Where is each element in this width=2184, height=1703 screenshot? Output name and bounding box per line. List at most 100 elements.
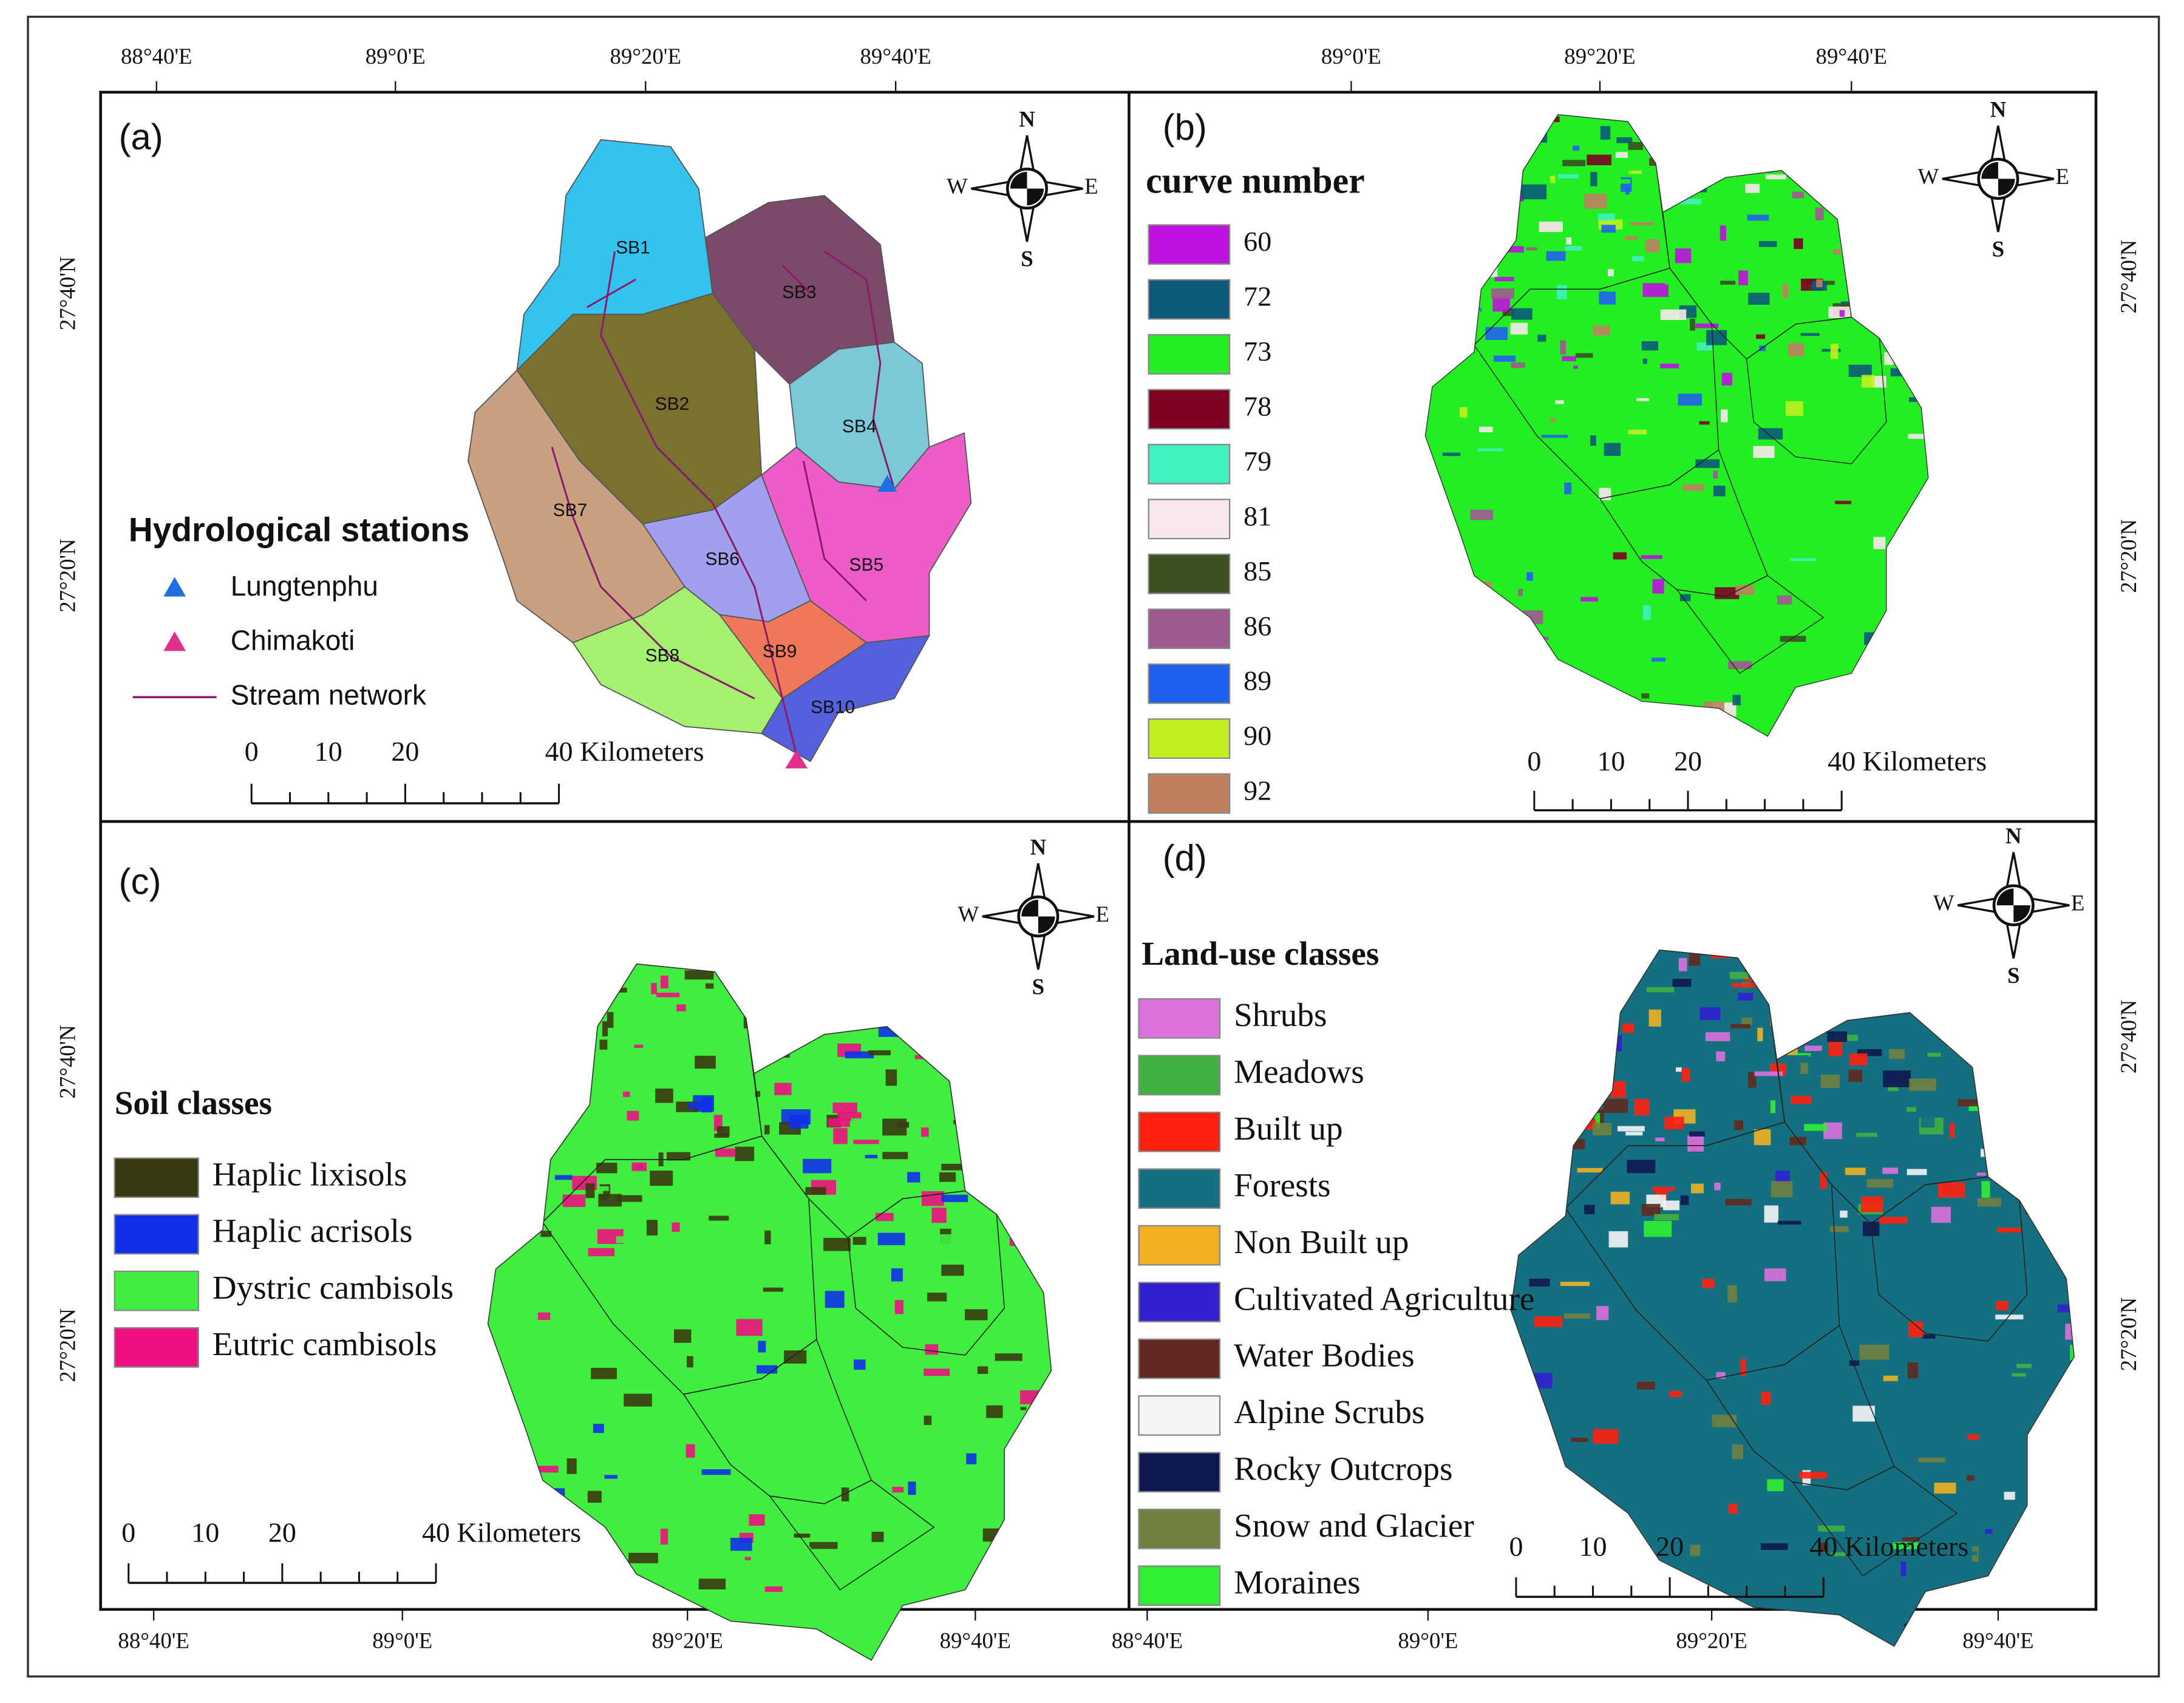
legend-label: Lungtenphu	[231, 570, 378, 602]
basin-outline	[1510, 949, 2075, 1647]
patch	[2062, 1143, 2075, 1151]
patch	[2050, 981, 2075, 997]
lat-label: 27°20'N	[55, 1308, 80, 1382]
patch	[1780, 953, 1797, 964]
legend-symbol	[163, 631, 186, 651]
patch	[1732, 983, 1755, 988]
basin-outline	[1424, 114, 1929, 737]
patch	[1990, 964, 1999, 981]
patch	[688, 1103, 710, 1109]
patch	[1641, 1203, 1661, 1216]
patch	[1795, 1053, 1811, 1057]
legend-label: Cultivated Agriculture	[1234, 1280, 1534, 1317]
patch	[1733, 1120, 1744, 1130]
patch	[1488, 118, 1510, 122]
patch	[1603, 1099, 1628, 1113]
patch	[1602, 975, 1633, 987]
patch	[1712, 1415, 1737, 1427]
patch	[2028, 1569, 2056, 1585]
patch	[675, 1118, 693, 1129]
patch	[1587, 154, 1612, 166]
patch	[1732, 695, 1741, 705]
patch	[1478, 448, 1503, 452]
patch	[1744, 364, 1767, 368]
patch	[1729, 971, 1749, 979]
patch	[1918, 1457, 1945, 1463]
patch	[762, 1036, 788, 1050]
scale-label: 40 Kilometers	[1828, 746, 1987, 777]
patch	[1635, 1466, 1664, 1483]
patch	[686, 1356, 693, 1368]
patch	[1882, 661, 1899, 671]
legend-swatch	[1148, 608, 1231, 650]
lon-label: 89°0'E	[366, 44, 426, 69]
subbasin-label: SB1	[616, 237, 650, 257]
patch	[885, 1069, 897, 1086]
lon-label: 89°40'E	[1816, 44, 1887, 69]
legend-swatch	[1148, 498, 1231, 540]
patch	[1748, 293, 1770, 305]
patch	[1759, 345, 1766, 352]
patch	[676, 1004, 686, 1011]
patch	[1652, 579, 1664, 594]
patch	[495, 1174, 513, 1180]
patch	[1517, 127, 1542, 132]
panel: (d) N S W E 0 10 20 40 Kilometers Land-use classe…	[1138, 823, 2084, 1647]
legend-swatch	[1138, 1055, 1221, 1096]
patch	[1682, 484, 1704, 491]
patch	[852, 1237, 866, 1245]
patch	[1608, 1231, 1628, 1248]
patch	[1534, 1454, 1540, 1464]
patch	[1909, 1078, 1936, 1091]
patch	[698, 1579, 726, 1589]
patch	[1689, 318, 1696, 331]
patch	[1715, 162, 1736, 177]
legend-swatch	[1148, 773, 1231, 814]
panel-frame	[99, 90, 2098, 1611]
patch	[1730, 1024, 1750, 1029]
lon-label: 88°40'E	[118, 1628, 189, 1653]
patch	[1494, 277, 1514, 282]
patch	[1551, 1165, 1570, 1178]
lon-label: 89°40'E	[940, 1628, 1011, 1653]
patch	[1908, 433, 1928, 439]
patch	[701, 1469, 731, 1475]
patch	[1012, 1071, 1029, 1080]
patch	[537, 998, 562, 1005]
patch	[537, 1312, 551, 1321]
patch	[1579, 685, 1597, 693]
patch	[1555, 400, 1564, 404]
patch	[800, 1028, 820, 1038]
patch	[1668, 192, 1678, 202]
patch	[1630, 222, 1655, 226]
patch	[986, 1405, 1003, 1418]
legend-swatch	[1138, 1395, 1221, 1436]
patch	[1514, 1195, 1536, 1208]
legend-label: Haplic lixisols	[213, 1155, 407, 1192]
patch	[1676, 174, 1696, 178]
patch	[509, 1018, 526, 1032]
lon-label: 89°40'E	[860, 44, 931, 69]
patch	[843, 1005, 859, 1012]
patch	[646, 1220, 658, 1236]
patch	[801, 1522, 825, 1536]
patch	[1953, 1034, 1967, 1048]
patch	[1656, 115, 1674, 120]
patch	[1799, 1472, 1827, 1479]
patch	[934, 1309, 942, 1318]
patch	[1827, 1031, 1848, 1042]
patch	[823, 994, 852, 998]
patch	[1571, 1437, 1588, 1443]
scale-label: 10	[191, 1517, 219, 1548]
patch	[655, 1088, 673, 1103]
patch	[1632, 256, 1644, 262]
patch	[1701, 137, 1720, 144]
legend-label: Alpine Scrubs	[1234, 1393, 1424, 1430]
patch	[1491, 288, 1514, 299]
stream	[802, 461, 867, 602]
legend-swatch	[1148, 224, 1231, 265]
patch	[1786, 1055, 1809, 1062]
patch	[892, 1142, 899, 1147]
patch	[1924, 382, 1928, 393]
legend-swatch	[1138, 1338, 1221, 1379]
